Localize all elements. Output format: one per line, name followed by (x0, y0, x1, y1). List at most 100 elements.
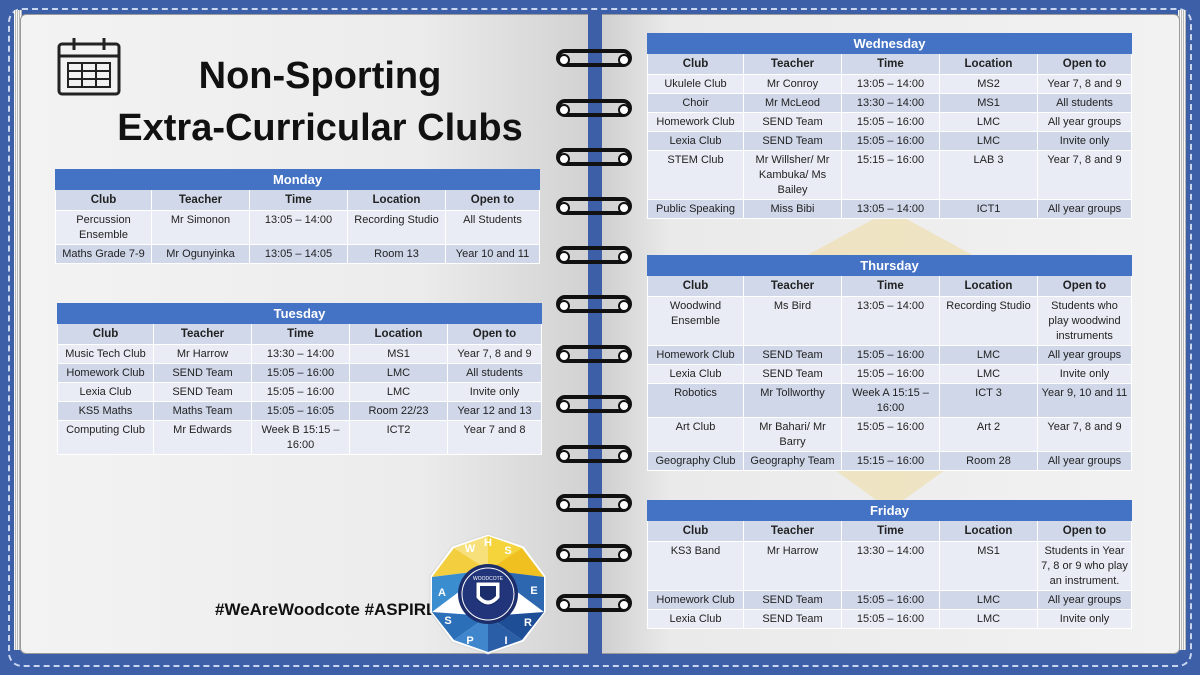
title-line-1: Non-Sporting (198, 55, 442, 97)
logo-letter-r: R (524, 617, 532, 629)
spiral-ring (556, 544, 632, 562)
table-cell: STEM Club (647, 149, 744, 200)
table-cell: Art 2 (939, 416, 1038, 452)
column-header: Teacher (743, 54, 842, 74)
table-cell: 15:05 – 16:00 (841, 130, 940, 151)
logo-letter-w: W (465, 543, 476, 555)
table-cell: Invite only (447, 381, 542, 402)
table-row: Lexia Club SEND Team 15:05 – 16:00 LMC Invit… (647, 363, 1132, 384)
table-cell: Mr McLeod (743, 92, 842, 113)
thursday-table: Thursday Club Teacher Time Location Open to Wo… (647, 255, 1132, 471)
table-cell: Percussion Ensemble (55, 209, 152, 245)
table-cell: Mr Harrow (153, 343, 252, 364)
table-cell: Invite only (1037, 608, 1132, 629)
table-cell: Lexia Club (647, 130, 744, 151)
table-cell: 15:15 – 16:00 (841, 450, 940, 471)
spiral-ring (556, 148, 632, 166)
table-row: Ukulele Club Mr Conroy 13:05 – 14:00 MS2 Yea… (647, 73, 1132, 94)
column-header: Time (841, 521, 940, 541)
table-cell: 15:05 – 16:05 (251, 400, 350, 421)
column-header: Open to (445, 190, 540, 210)
column-header-row: Club Teacher Time Location Open to (647, 521, 1132, 541)
table-cell: Homework Club (647, 589, 744, 610)
table-cell: Students who play woodwind instruments (1037, 295, 1132, 346)
column-header-row: Club Teacher Time Location Open to (647, 276, 1132, 296)
column-header: Time (249, 190, 348, 210)
table-cell: MS1 (939, 540, 1038, 591)
table-cell: Art Club (647, 416, 744, 452)
table-row: Geography Club Geography Team 15:15 – 16:0… (647, 450, 1132, 471)
column-header: Teacher (743, 521, 842, 541)
table-row: STEM Club Mr Willsher/ Mr Kambuka/ Ms Bai… (647, 149, 1132, 200)
table-cell: Homework Club (647, 344, 744, 365)
table-cell: Miss Bibi (743, 198, 842, 219)
column-header: Club (57, 324, 154, 344)
table-row: Lexia Club SEND Team 15:05 – 16:00 LMC Invit… (647, 130, 1132, 151)
table-cell: ICT2 (349, 419, 448, 455)
table-cell: Lexia Club (647, 363, 744, 384)
table-cell: All year groups (1037, 111, 1132, 132)
logo-letter-h: H (484, 537, 492, 549)
table-cell: KS5 Maths (57, 400, 154, 421)
table-cell: Lexia Club (647, 608, 744, 629)
table-cell: 15:05 – 16:00 (251, 381, 350, 402)
column-header: Teacher (743, 276, 842, 296)
table-cell: Choir (647, 92, 744, 113)
table-cell: MS1 (349, 343, 448, 364)
table-cell: 13:05 – 14:00 (841, 198, 940, 219)
column-header: Open to (447, 324, 542, 344)
table-row: Robotics Mr Tollworthy Week A 15:15 – 16:0… (647, 382, 1132, 418)
table-cell: Mr Ogunyinka (151, 243, 250, 264)
table-cell: All year groups (1037, 589, 1132, 610)
table-cell: All Students (445, 209, 540, 245)
spiral-ring (556, 345, 632, 363)
table-row: Maths Grade 7-9 Mr Ogunyinka 13:05 – 14:05… (55, 243, 540, 264)
column-header: Club (647, 54, 744, 74)
table-cell: LMC (939, 589, 1038, 610)
table-cell: 13:05 – 14:00 (249, 209, 348, 245)
table-cell: LMC (349, 362, 448, 383)
table-cell: 13:05 – 14:00 (841, 73, 940, 94)
table-cell: Year 7, 8 and 9 (1037, 416, 1132, 452)
hashtags: #WeAreWoodcote #ASPIRE (215, 600, 438, 619)
table-cell: Mr Willsher/ Mr Kambuka/ Ms Bailey (743, 149, 842, 200)
day-heading: Tuesday (57, 303, 542, 324)
column-header: Location (347, 190, 446, 210)
table-row: KS3 Band Mr Harrow 13:30 – 14:00 MS1 Student… (647, 540, 1132, 591)
table-cell: SEND Team (743, 363, 842, 384)
spiral-ring (556, 445, 632, 463)
monday-table: Monday Club Teacher Time Location Open to Perc… (55, 169, 540, 264)
table-cell: LMC (349, 381, 448, 402)
column-header: Club (647, 521, 744, 541)
table-cell: 15:05 – 16:00 (841, 416, 940, 452)
table-cell: Mr Conroy (743, 73, 842, 94)
table-cell: 13:30 – 14:00 (251, 343, 350, 364)
column-header-row: Club Teacher Time Location Open to (647, 54, 1132, 74)
table-row: KS5 Maths Maths Team 15:05 – 16:05 Room 22/… (57, 400, 542, 421)
spiral-ring (556, 295, 632, 313)
table-cell: Geography Team (743, 450, 842, 471)
table-cell: Year 7, 8 and 9 (1037, 149, 1132, 200)
table-row: Lexia Club SEND Team 15:05 – 16:00 LMC Invit… (647, 608, 1132, 629)
table-cell: SEND Team (153, 362, 252, 383)
table-cell: KS3 Band (647, 540, 744, 591)
table-cell: LAB 3 (939, 149, 1038, 200)
table-cell: Invite only (1037, 130, 1132, 151)
table-cell: LMC (939, 344, 1038, 365)
table-cell: Year 7 and 8 (447, 419, 542, 455)
table-cell: Woodwind Ensemble (647, 295, 744, 346)
table-cell: Week A 15:15 – 16:00 (841, 382, 940, 418)
right-page-edges (1178, 10, 1186, 650)
table-row: Music Tech Club Mr Harrow 13:30 – 14:00 MS1… (57, 343, 542, 364)
table-cell: Mr Simonon (151, 209, 250, 245)
table-cell: Ms Bird (743, 295, 842, 346)
table-row: Choir Mr McLeod 13:30 – 14:00 MS1 All studen… (647, 92, 1132, 113)
table-row: Art Club Mr Bahari/ Mr Barry 15:05 – 16:00… (647, 416, 1132, 452)
logo-letter-p: P (466, 635, 473, 647)
spiral-ring (556, 246, 632, 264)
table-cell: SEND Team (743, 111, 842, 132)
column-header: Location (939, 521, 1038, 541)
table-cell: Music Tech Club (57, 343, 154, 364)
table-cell: SEND Team (153, 381, 252, 402)
column-header: Open to (1037, 521, 1132, 541)
